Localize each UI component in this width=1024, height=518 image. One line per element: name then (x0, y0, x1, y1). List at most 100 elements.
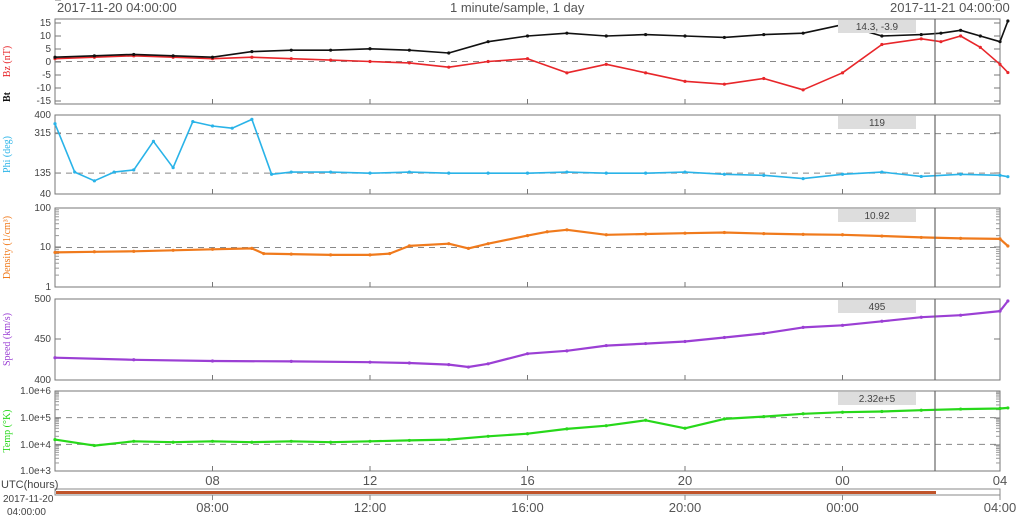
data-point-temp (762, 414, 766, 419)
data-point-speed (210, 359, 215, 363)
data-point-speed (840, 323, 845, 327)
data-point-phi (762, 173, 766, 177)
data-point-temp (801, 412, 805, 416)
y-tick-label-bz_bt: -15 (37, 96, 52, 107)
y-tick-label-bz_bt: 10 (40, 31, 52, 42)
data-point-phi (92, 179, 96, 183)
data-point-phi (447, 171, 451, 175)
data-point-bz_bt (407, 61, 411, 65)
data-point-density (644, 232, 648, 236)
data-point-speed (53, 356, 57, 360)
y-tick-label-speed: 450 (34, 334, 51, 345)
data-point-bz_bt (250, 49, 254, 54)
data-point-phi (407, 170, 411, 174)
data-point-density (604, 233, 608, 237)
data-point-temp (565, 427, 569, 431)
data-point-phi (486, 171, 490, 175)
data-point-density (722, 230, 726, 235)
data-point-density (762, 231, 766, 236)
data-point-bz_bt (289, 48, 293, 52)
data-point-density (683, 231, 687, 235)
data-point-density (801, 232, 805, 236)
data-point-bz_bt (447, 51, 451, 55)
timeline-tick-label: 12:00 (354, 500, 387, 515)
data-point-density (1006, 244, 1010, 248)
y-tick-label-density: 10 (40, 242, 52, 253)
data-point-bz_bt (171, 54, 175, 58)
data-point-bz_bt (919, 37, 923, 41)
data-point-temp (210, 439, 215, 443)
series-line-temp (54, 406, 1008, 447)
utc-hours-label: UTC(hours) (1, 479, 59, 491)
y-tick-label-bz_bt: 0 (45, 57, 51, 68)
data-point-phi (919, 174, 923, 179)
data-point-speed (683, 339, 687, 344)
y-axis-label-density: Density (1/cm³) (2, 216, 13, 279)
x-tick-label: 00 (835, 473, 849, 488)
data-point-density (289, 252, 293, 256)
data-point-speed (644, 341, 648, 346)
timeline-tick-label: 00:00 (826, 500, 859, 515)
timeline-fill (56, 491, 936, 494)
y-tick-label-phi: 135 (34, 168, 51, 179)
readout-value-bz_bt: 14.3, -3.9 (856, 22, 899, 33)
data-point-density (171, 248, 175, 252)
data-point-bz_bt (604, 34, 608, 38)
series-line-bz_bt-bz (54, 35, 1009, 91)
data-point-phi (722, 172, 726, 176)
data-point-density (565, 228, 569, 232)
data-point-bz_bt (978, 45, 982, 49)
data-point-temp (250, 440, 254, 444)
data-point-speed (762, 331, 766, 336)
data-point-bz_bt (762, 32, 766, 37)
data-point-bz_bt (604, 62, 608, 66)
data-point-phi (151, 139, 156, 143)
x-tick-label: 16 (520, 473, 534, 488)
y-tick-label-speed: 350 (34, 0, 51, 3)
data-point-density (210, 247, 215, 251)
data-point-bz_bt (762, 76, 766, 81)
data-point-bz_bt (683, 79, 687, 83)
data-point-bz_bt (525, 34, 530, 38)
y-tick-label-bz_bt: -10 (37, 83, 52, 94)
data-point-bz_bt (486, 40, 490, 44)
data-point-bz_bt (998, 62, 1002, 66)
data-point-bz_bt (959, 28, 963, 32)
data-point-phi (53, 122, 57, 126)
data-point-speed (368, 360, 372, 364)
data-point-bz_bt (289, 57, 293, 61)
data-point-bz_bt (801, 88, 805, 92)
data-point-phi (73, 170, 77, 174)
timeline-tick-label: 04:00 (984, 500, 1017, 515)
timeline-tick-label: 16:00 (511, 500, 544, 515)
data-point-phi (132, 168, 136, 172)
data-point-temp (447, 438, 451, 442)
data-point-phi (998, 173, 1002, 177)
data-point-bz_bt (644, 32, 648, 37)
data-point-density (250, 246, 254, 250)
data-point-density (880, 234, 884, 238)
timeline-tick-label: 20:00 (669, 500, 702, 515)
data-point-bz_bt (92, 54, 96, 58)
data-point-density (525, 234, 530, 238)
data-point-bz_bt (368, 59, 372, 64)
data-point-phi (959, 172, 963, 176)
readout-box-density (838, 209, 916, 222)
data-point-density (388, 252, 392, 256)
data-point-bz_bt (447, 65, 451, 69)
data-point-speed (466, 365, 471, 369)
data-point-bz_bt (683, 34, 687, 38)
data-point-phi (289, 170, 293, 174)
data-point-temp (407, 438, 411, 443)
data-point-bz_bt (486, 59, 490, 64)
data-point-density (92, 250, 96, 254)
data-point-speed (801, 325, 805, 329)
start-time-label: 04:00:00 (7, 507, 46, 518)
data-point-phi (525, 171, 530, 175)
y-tick-label-temp: 1.0e+4 (20, 440, 51, 451)
data-point-bz_bt (565, 71, 569, 75)
data-point-density (998, 237, 1002, 241)
data-point-bz_bt (959, 34, 963, 38)
y-tick-label-bz_bt: 15 (40, 18, 52, 29)
data-point-speed (959, 313, 963, 317)
